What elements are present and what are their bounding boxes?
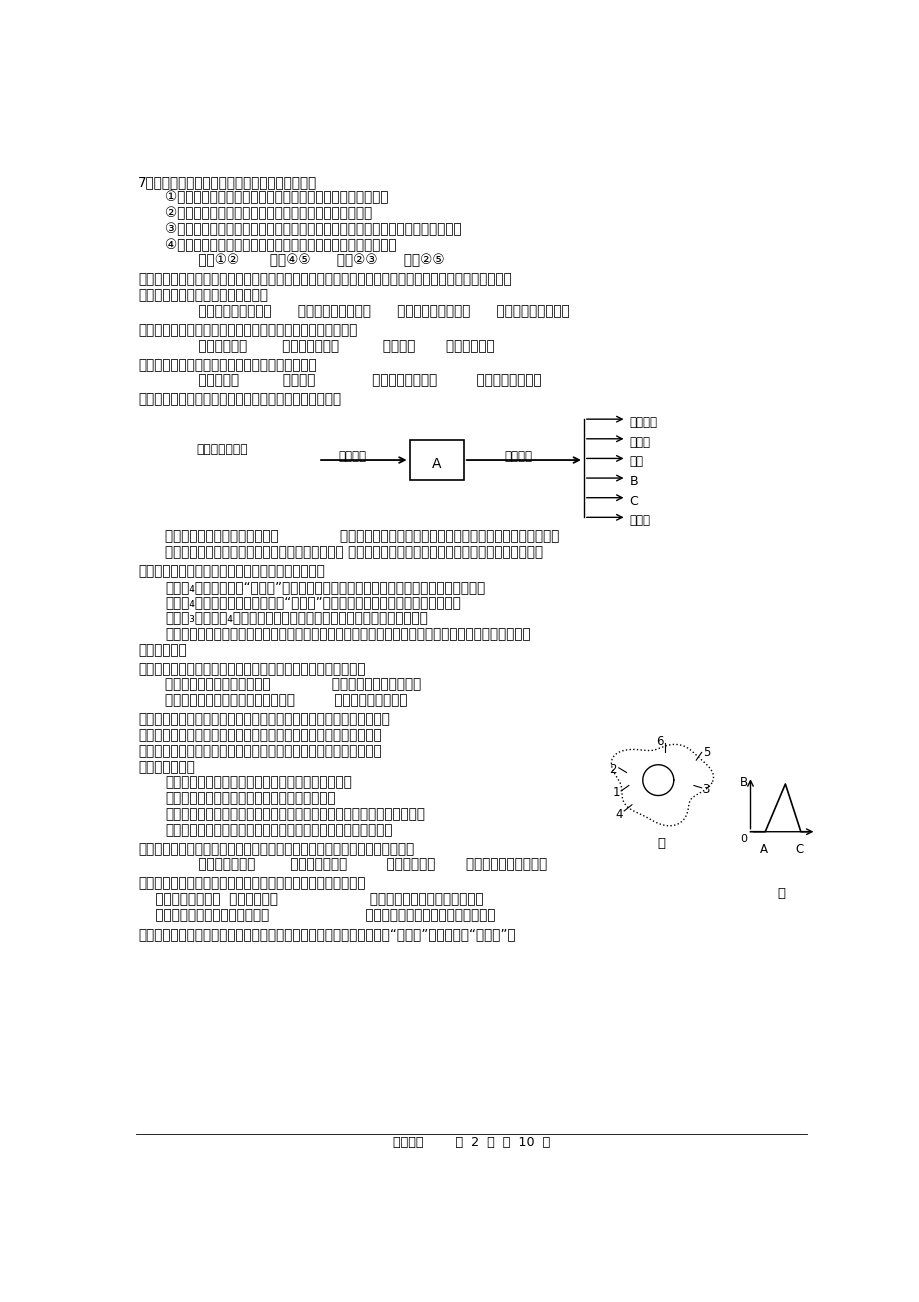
Text: A: A <box>431 457 441 471</box>
Text: Ｃ．穿孔素的合成及分泌需依次经过甲图中４、３、１、２、６等细胞器: Ｃ．穿孔素的合成及分泌需依次经过甲图中４、３、１、２、６等细胞器 <box>165 807 425 822</box>
Text: ①叶绿素ａ失去电子即成为强氧化剂，失去的电子将转移给水: ①叶绿素ａ失去电子即成为强氧化剂，失去的电子将转移给水 <box>165 190 389 204</box>
Text: Ｃ．基因结构分为编码区和非编码区         Ｄ．基因不均等分配: Ｃ．基因结构分为编码区和非编码区 Ｄ．基因不均等分配 <box>165 694 407 707</box>
Text: 而形成孔洞，导致这些靖细胞解体死亡。下列与这一免疫过程有关的: 而形成孔洞，导致这些靖细胞解体死亡。下列与这一免疫过程有关的 <box>138 743 381 758</box>
Text: Ａ．ＤＮＡ相同，  ＢＮＡ也相同                     Ｂ．ＤＮＡ相同，ＢＮＡ不相同: Ａ．ＤＮＡ相同， ＢＮＡ也相同 Ｂ．ＤＮＡ相同，ＢＮＡ不相同 <box>138 892 483 906</box>
Text: B: B <box>629 475 638 488</box>
Text: Ｄ．经抗原刺激后，体内穿孔素含量随时间的变化可用乙图表示: Ｄ．经抗原刺激后，体内穿孔素含量随时间的变化可用乙图表示 <box>165 823 392 837</box>
Text: Ｃ．Ｃ分泌的肾上腺素与甲状腺激素具有协同作用 Ｄ．在炎热环境时，人体主要通过减少产热来调节体温: Ｃ．Ｃ分泌的肾上腺素与甲状腺激素具有协同作用 Ｄ．在炎热环境时，人体主要通过减少… <box>165 546 543 559</box>
Text: １６、大熊猫身体不同的组织细胞中所含的ＤＮＡ和ＢＮＡ是：: １６、大熊猫身体不同的组织细胞中所含的ＤＮＡ和ＢＮＡ是： <box>138 876 366 891</box>
Text: １０、下列除什么性状外，均由细菌质粒基因控制: １０、下列除什么性状外，均由细菌质粒基因控制 <box>138 358 317 372</box>
Text: 6: 6 <box>655 736 663 749</box>
Text: １３、细胞质基因与细胞核基因比较，细胞质基因特有的特点是: １３、细胞质基因与细胞核基因比较，细胞质基因特有的特点是 <box>138 661 366 676</box>
Text: Ａ．充足的光照        Ｂ．适宜的温度         Ｃ．消毒灭菌       Ｄ．适宜的养料和激素: Ａ．充足的光照 Ｂ．适宜的温度 Ｃ．消毒灭菌 Ｄ．适宜的养料和激素 <box>181 858 547 871</box>
Text: Ａ．置换单个碘基对      Ｂ．增加４个碘基对      Ｃ．缺失３个碘基对      Ｄ．缺失４个碘基对: Ａ．置换单个碘基对 Ｂ．增加４个碘基对 Ｃ．缺失３个碘基对 Ｄ．缺失４个碘基对 <box>181 305 569 318</box>
Text: 1: 1 <box>612 786 619 799</box>
Text: Ａ．抗药性          Ｂ．固氮             Ｃ．抗生素的合成         Ｄ．呼吸酶的合成: Ａ．抗药性 Ｂ．固氮 Ｃ．抗生素的合成 Ｄ．呼吸酶的合成 <box>181 374 541 388</box>
Text: Ｄ．豆科植物与根瘤菌的互利共生关系主要体现在豆科植物从根瘤菌获得含氮有机物，根瘤菌从豆科植: Ｄ．豆科植物与根瘤菌的互利共生关系主要体现在豆科植物从根瘤菌获得含氮有机物，根瘤… <box>165 628 530 641</box>
Text: ③不同季节将光能转化为电能的色素不同，叶子变黄后主要是依赖叶黄素进行转化: ③不同季节将光能转化为电能的色素不同，叶子变黄后主要是依赖叶黄素进行转化 <box>165 223 461 236</box>
Text: 3: 3 <box>702 784 709 797</box>
Text: １２、下列有关光合作用和生物固氮的叙述正确的是: １２、下列有关光合作用和生物固氮的叙述正确的是 <box>138 564 324 578</box>
Text: C: C <box>629 495 638 508</box>
Text: １４、研究表明在人体细胞免疫过程中，效应Ｔ细胞能够分泌一种称为: １４、研究表明在人体细胞免疫过程中，效应Ｔ细胞能够分泌一种称为 <box>138 712 390 727</box>
Text: 传出神经: 传出神经 <box>504 450 532 464</box>
Text: Ｂ．Ｃ₄植物进行光合作用时，呈“花环型”的两圈细胞，只有内层细胞能合成淡粉: Ｂ．Ｃ₄植物进行光合作用时，呈“花环型”的两圈细胞，只有内层细胞能合成淡粉 <box>165 595 460 609</box>
Text: Ｃ．ＤＮＡ不相同，ＢＮＡ相同                      Ｄ．ＤＮＡ不相同，ＢＮＡ也不相同: Ｃ．ＤＮＡ不相同，ＢＮＡ相同 Ｄ．ＤＮＡ不相同，ＢＮＡ也不相同 <box>138 907 495 922</box>
Text: 立毛肌: 立毛肌 <box>629 436 650 449</box>
Text: 传入神经: 传入神经 <box>338 450 366 464</box>
Text: ②电能转化的活跃化学能可储存在ＡＴＰ和ＮＡＤＰＨ中: ②电能转化的活跃化学能可储存在ＡＴＰ和ＮＡＤＰＨ中 <box>165 206 372 220</box>
Text: A: A <box>759 844 766 857</box>
Text: 生物试卷        第  2  页  共  10  页: 生物试卷 第 2 页 共 10 页 <box>392 1135 550 1148</box>
Text: 2: 2 <box>609 763 617 776</box>
Text: １５、在离体的植物器官、组织或细胞脱分化形成愈伤组织的过程中，不需要: １５、在离体的植物器官、组织或细胞脱分化形成愈伤组织的过程中，不需要 <box>138 842 414 855</box>
Text: B: B <box>739 776 747 789</box>
Text: 皮肤温度感受器: 皮肤温度感受器 <box>196 443 248 456</box>
Text: 可能对其编码的蛋白质结构影响最小: 可能对其编码的蛋白质结构影响最小 <box>138 288 268 302</box>
Text: 5: 5 <box>702 746 709 759</box>
Text: 皮肤血管: 皮肤血管 <box>629 417 657 430</box>
Text: Ｃ．Ｃ₃植物和Ｃ₄植物细胞内的所有叶绻色素都能吸收、传递和转换光能: Ｃ．Ｃ₃植物和Ｃ₄植物细胞内的所有叶绻色素都能吸收、传递和转换光能 <box>165 612 427 625</box>
Text: Ａ．①②       Ｂ．④⑤      Ｃ．②③      Ｄ．②⑤: Ａ．①② Ｂ．④⑤ Ｃ．②③ Ｄ．②⑤ <box>181 254 444 268</box>
Text: 0: 0 <box>740 835 746 844</box>
Text: Ａ．Ｃ₄植物叶片内呈“花环型”的两圈细胞，由外到内依次是部分叶肉细胞和维管束细胞: Ａ．Ｃ₄植物叶片内呈“花环型”的两圈细胞，由外到内依次是部分叶肉细胞和维管束细胞 <box>165 579 485 594</box>
Text: 4: 4 <box>614 807 622 820</box>
Text: 说法不正确的是: 说法不正确的是 <box>138 760 195 773</box>
Text: １１、下图为人体体温调节示意图．相关叙述不正确的是: １１、下图为人体体温调节示意图．相关叙述不正确的是 <box>138 393 341 406</box>
Text: 穿孔素的蛋白质。穿孔素可将被病毒感染的细胞或肿瘤细胞的膜溶解: 穿孔素的蛋白质。穿孔素可将被病毒感染的细胞或肿瘤细胞的膜溶解 <box>138 728 381 742</box>
Text: 7、下列有关光合作用光反应的说法中，正确的是: 7、下列有关光合作用光反应的说法中，正确的是 <box>138 174 317 189</box>
Text: 甲状腺: 甲状腺 <box>629 514 650 527</box>
Text: C: C <box>794 844 802 857</box>
Text: Ａ．Ａ为下丘脑，体温调节中枢              Ｂ．人体受到寒冷刺激时，Ｂ骨骼肌会不自主战栗，热量增加: Ａ．Ａ为下丘脑，体温调节中枢 Ｂ．人体受到寒冷刺激时，Ｂ骨骼肌会不自主战栗，热量… <box>165 530 559 543</box>
Text: ④光照条件下某些叶绿素ａ能不断丢失和获得电子而形成电子流: ④光照条件下某些叶绿素ａ能不断丢失和获得电子而形成电子流 <box>165 238 397 251</box>
Text: ９、下列生物技术中，可以克服植物杂交的远缘不亲和性的是: ９、下列生物技术中，可以克服植物杂交的远缘不亲和性的是 <box>138 323 357 337</box>
Text: ８、原核生物中某一基因的编码区起始端减少了一个碘基对。在缺失位点的附近，再发生下列哪种情况有: ８、原核生物中某一基因的编码区起始端减少了一个碘基对。在缺失位点的附近，再发生下… <box>138 272 512 286</box>
Text: Ａ．效应Ｔ细胞识别靖细胞与细胞膜上的糖蛋白有关: Ａ．效应Ｔ细胞识别靖细胞与细胞膜上的糖蛋白有关 <box>165 776 352 789</box>
Text: １７、科研人员采用基因工程技术将人胰岛素基因导入大肠杆菌，获得“工程菌”。通过对该“工程菌”大: １７、科研人员采用基因工程技术将人胰岛素基因导入大肠杆菌，获得“工程菌”。通过对… <box>138 927 516 941</box>
Bar <box>409 440 463 480</box>
Text: Ｂ．效应Ｔ细胞分泌穿孔素的过程属于效应阶段: Ｂ．效应Ｔ细胞分泌穿孔素的过程属于效应阶段 <box>165 792 335 806</box>
Text: 物获得葡萄糖: 物获得葡萄糖 <box>138 643 187 658</box>
Text: 乙: 乙 <box>777 887 785 900</box>
Text: 汗腺: 汗腺 <box>629 456 643 469</box>
Text: Ａ．细胞融合        Ｂ．单倍体育种          Ｃ．克隆       Ｄ．组织培养: Ａ．细胞融合 Ｂ．单倍体育种 Ｃ．克隆 Ｄ．组织培养 <box>181 339 494 353</box>
Text: 甲: 甲 <box>657 837 664 850</box>
Text: Ａ．具有控制相对性状的基因              Ｂ．基因按分离定律遗传: Ａ．具有控制相对性状的基因 Ｂ．基因按分离定律遗传 <box>165 677 421 691</box>
